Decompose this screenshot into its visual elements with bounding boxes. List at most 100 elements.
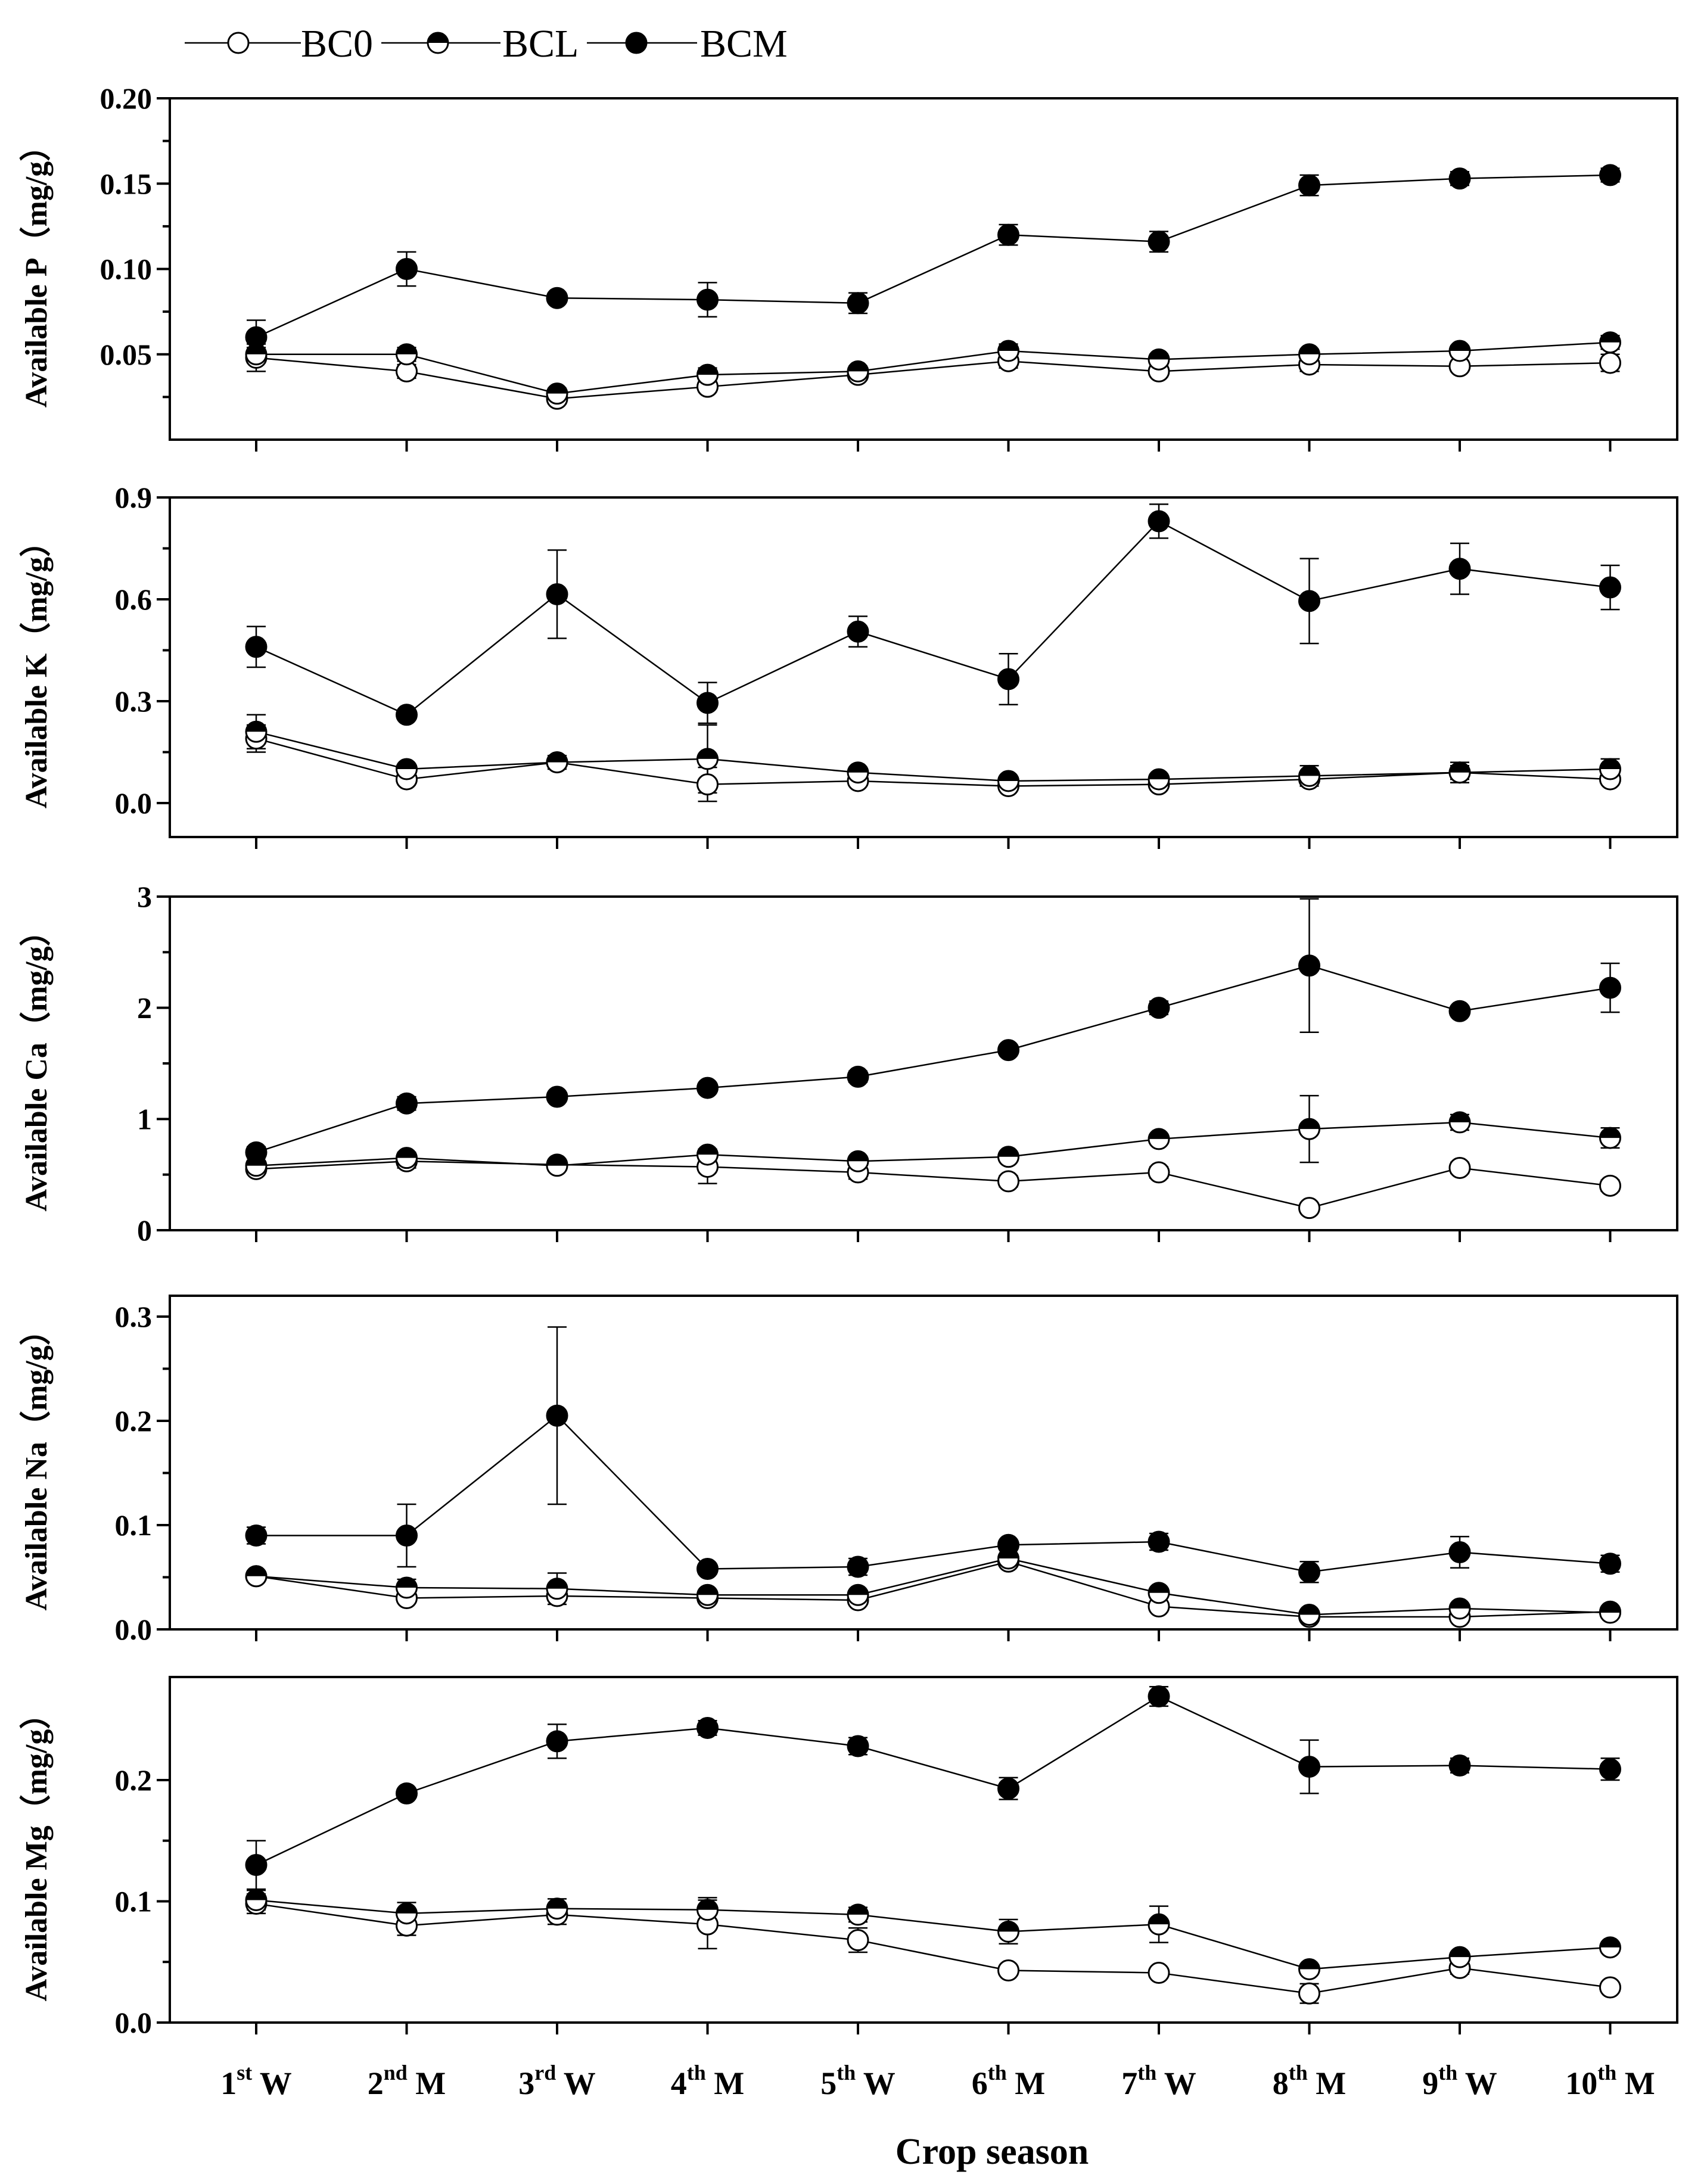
data-point-p-bc0 (1599, 351, 1621, 374)
data-point-mg-bcm (697, 1716, 719, 1739)
data-point-p-bcl (997, 340, 1019, 362)
y-tick-label-k: 0.3 (115, 685, 153, 718)
data-point-na-bcl (396, 1576, 418, 1599)
data-point-na-bcm (697, 1558, 719, 1580)
y-tick-label-p: 0.10 (100, 253, 153, 286)
data-point-ca-bcl (546, 1155, 568, 1177)
data-point-ca-bc0 (1148, 1161, 1170, 1184)
data-point-mg-bcl (245, 1889, 268, 1911)
y-axis-label-k: Available K（mg/g） (19, 526, 54, 808)
data-point-k-bcl (847, 761, 869, 784)
data-point-ca-bcl (997, 1146, 1019, 1168)
legend-marker-bc0 (227, 32, 250, 54)
panel-na: 0.0 0.1 0.2 0.3 Available Na（mg/g） (19, 1295, 1678, 1646)
data-point-mg-bcm (396, 1782, 418, 1805)
data-point-ca-bcl (1599, 1127, 1621, 1149)
series-line-mg-bcl (256, 1899, 1610, 1970)
series-line-na-bc0 (256, 1560, 1610, 1618)
data-point-k-bcm (1148, 510, 1170, 533)
y-tick-label-ca: 0 (137, 1214, 152, 1247)
data-point-na-bcl (1448, 1597, 1471, 1620)
data-point-mg-bc0 (1148, 1962, 1170, 1984)
data-point-mg-bcl (847, 1903, 869, 1926)
data-point-mg-bcm (245, 1853, 268, 1876)
data-point-na-bcl (245, 1565, 268, 1588)
panel-mg: 0.0 0.1 0.2 Available Mg（mg/g） (19, 1676, 1678, 2039)
data-point-na-bcm (396, 1525, 418, 1547)
data-point-na-bcm (847, 1555, 869, 1578)
y-tick-label-p: 0.15 (100, 167, 153, 200)
data-point-ca-bcl (396, 1147, 418, 1169)
y-axis-label-na: Available Na（mg/g） (19, 1314, 54, 1610)
data-point-ca-bc0 (1448, 1156, 1471, 1179)
data-point-ca-bcm (245, 1141, 268, 1163)
panels: 0.05 0.10 0.15 0.2 0 Available P（mg/g） 0.0 0.3 0… (19, 82, 1678, 2039)
data-point-ca-bcm (847, 1065, 869, 1088)
data-point-p-bcm (396, 258, 418, 280)
data-point-k-bcl (245, 720, 268, 743)
y-tick-label-na: 0.0 (115, 1613, 153, 1646)
data-point-p-bcl (847, 360, 869, 382)
x-category-label: 6th M (972, 2061, 1045, 2101)
panel-mg-frame (169, 1676, 1678, 2024)
data-point-p-bcm (1599, 164, 1621, 186)
data-point-mg-bcm (847, 1735, 869, 1757)
data-point-na-bcm (1599, 1553, 1621, 1575)
y-tick-label-na: 0.1 (115, 1508, 153, 1542)
data-point-mg-bcl (1148, 1913, 1170, 1936)
y-axis-label-mg: Available Mg（mg/g） (19, 1698, 54, 2002)
y-tick-label-k: 0.6 (115, 583, 153, 616)
data-point-k-bcl (546, 751, 568, 774)
data-point-k-bcm (1448, 558, 1471, 580)
panel-k: 0.0 0.3 0.6 0.9 Available K（mg/g） (19, 481, 1678, 849)
data-point-na-bcm (1448, 1541, 1471, 1563)
data-point-k-bcm (1298, 590, 1320, 612)
x-category-labels: 1st W 2nd M 3rd W 4th M 5th W 6th M 7th W 8th M… (220, 2061, 1655, 2101)
data-point-na-bcm (997, 1533, 1019, 1556)
data-point-mg-bcl (546, 1897, 568, 1920)
data-point-mg-bc0 (847, 1929, 869, 1952)
data-point-k-bcm (847, 620, 869, 643)
x-category-label: 8th M (1273, 2061, 1346, 2101)
series-line-k-bcl (256, 731, 1610, 782)
legend-label-bcm: BCM (700, 22, 788, 66)
x-axis-label: Crop season (896, 2132, 1089, 2172)
y-tick-label-na: 0.3 (115, 1300, 153, 1333)
data-point-na-bcl (697, 1583, 719, 1606)
data-point-k-bcl (697, 748, 719, 770)
data-point-mg-bc0 (1298, 1982, 1320, 2005)
data-point-p-bcl (1448, 340, 1471, 362)
data-point-k-bcm (997, 668, 1019, 690)
legend: BC0 BCL BCM (185, 22, 788, 66)
data-point-p-bcl (546, 382, 568, 405)
panel-ca: 0 1 2 3 Available Ca（mg/g） (19, 880, 1678, 1247)
x-category-label: 10th M (1565, 2061, 1655, 2101)
data-point-mg-bcm (1599, 1758, 1621, 1781)
y-tick-label-k: 0.9 (115, 481, 153, 514)
data-point-na-bcm (546, 1404, 568, 1427)
series-line-p-bc0 (256, 357, 1610, 400)
data-point-ca-bcl (847, 1150, 869, 1172)
data-point-k-bc0 (697, 773, 719, 796)
x-category-label: 5th W (820, 2061, 896, 2101)
y-axis-label-ca: Available Ca（mg/g） (19, 915, 54, 1211)
legend-marker-bcm (625, 32, 648, 54)
data-point-mg-bcl (1599, 1936, 1621, 1959)
data-point-mg-bcl (396, 1902, 418, 1925)
data-point-p-bcl (1298, 343, 1320, 366)
data-point-na-bcl (546, 1578, 568, 1600)
data-point-ca-bcl (1448, 1111, 1471, 1134)
y-axis-label-p: Available P（mg/g） (19, 130, 54, 408)
series-line-k-bc0 (256, 738, 1610, 787)
data-point-p-bcl (1599, 331, 1621, 354)
panel-p: 0.05 0.10 0.15 0.20 Available P（mg/g） (19, 82, 1678, 452)
y-tick-label-ca: 3 (137, 880, 152, 913)
data-point-na-bcl (1298, 1604, 1320, 1626)
y-tick-label-mg: 0.2 (115, 1763, 153, 1797)
data-point-ca-bcl (1148, 1128, 1170, 1150)
series-line-mg-bcm (256, 1695, 1610, 1866)
y-tick-label-mg: 0.1 (115, 1884, 153, 1918)
y-tick-label-p: 0.05 (100, 338, 153, 371)
data-point-k-bcl (1599, 758, 1621, 780)
